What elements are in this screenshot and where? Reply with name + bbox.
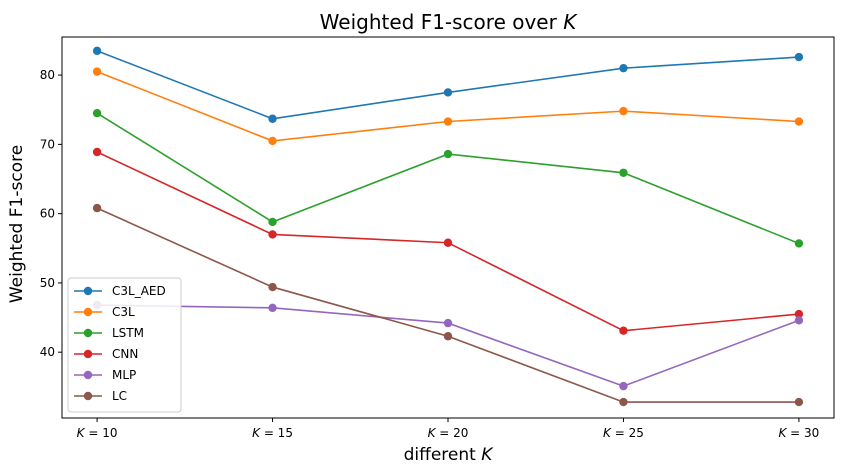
x-tick-label: K = 10: [77, 426, 118, 440]
legend-item: LC: [74, 389, 127, 403]
legend-item: MLP: [74, 368, 136, 382]
data-point: [619, 168, 628, 177]
data-point: [92, 46, 102, 56]
legend-swatch-marker: [83, 391, 93, 401]
x-tick-label: K = 15: [252, 426, 293, 440]
series-c3l: [92, 67, 804, 146]
y-axis-ticks: 40 50 60 70 80: [40, 68, 62, 359]
y-tick-label: 50: [40, 276, 55, 290]
series-line: [96, 112, 800, 245]
data-point: [268, 114, 277, 123]
x-tick-label: K = 30: [778, 426, 819, 440]
data-point: [443, 117, 453, 126]
data-point: [619, 397, 628, 407]
data-point: [794, 117, 804, 126]
data-point: [794, 316, 804, 325]
data-point: [92, 203, 102, 213]
series-line: [96, 207, 799, 403]
data-point: [443, 238, 453, 247]
data-point: [794, 397, 804, 407]
data-point: [268, 282, 277, 292]
x-axis-label: different K: [404, 445, 495, 465]
legend-item: C3L_AED: [74, 284, 166, 298]
x-tick-label: K = 25: [603, 426, 644, 440]
data-point: [619, 381, 628, 391]
data-point: [268, 217, 277, 227]
legend: C3L_AED C3L LSTM CNN MLP LC: [67, 277, 182, 413]
data-point: [619, 63, 628, 73]
series-line: [97, 304, 800, 387]
data-point: [92, 67, 102, 76]
data-point: [268, 230, 277, 239]
legend-swatch-marker: [83, 349, 93, 359]
series-lstm: [92, 109, 804, 248]
y-tick-label: 60: [40, 207, 55, 221]
series-c3l-aed: [92, 46, 804, 123]
series-line: [96, 50, 799, 120]
y-tick-label: 40: [40, 345, 55, 359]
data-point: [619, 106, 628, 116]
legend-label: CNN: [112, 347, 138, 361]
legend-label: LSTM: [112, 326, 144, 340]
legend-item: CNN: [74, 347, 138, 361]
x-tick-label: K = 20: [428, 426, 469, 440]
legend-item: C3L: [74, 305, 135, 319]
series-cnn: [92, 147, 804, 335]
legend-label: LC: [112, 389, 127, 403]
data-point: [92, 147, 102, 157]
series-lc: [92, 203, 804, 407]
legend-swatch-marker: [83, 307, 93, 317]
data-point: [794, 309, 804, 319]
legend-label: C3L_AED: [112, 284, 166, 298]
data-point: [268, 136, 277, 146]
legend-swatch-marker: [83, 286, 93, 296]
legend-item: LSTM: [74, 326, 144, 340]
data-point: [443, 88, 453, 97]
series-layer: [92, 46, 804, 407]
legend-label: MLP: [112, 368, 136, 382]
legend-swatch-marker: [83, 370, 93, 380]
series-mlp: [92, 300, 804, 391]
data-point: [268, 303, 277, 313]
data-point: [794, 52, 804, 62]
series-line: [96, 70, 799, 142]
data-point: [443, 149, 453, 159]
data-point: [794, 239, 804, 248]
data-point: [92, 109, 102, 118]
chart-title: Weighted F1-score over K: [320, 10, 579, 34]
legend-swatch-marker: [83, 328, 93, 338]
y-tick-label: 70: [40, 137, 55, 151]
legend-label: C3L: [112, 305, 135, 319]
data-point: [619, 326, 628, 335]
data-point: [443, 318, 453, 328]
y-tick-label: 80: [40, 68, 55, 82]
x-axis-ticks: K = 10 K = 15 K = 20 K = 25 K = 30: [77, 418, 819, 440]
data-point: [443, 332, 453, 341]
y-axis-label: Weighted F1-score: [7, 145, 27, 303]
